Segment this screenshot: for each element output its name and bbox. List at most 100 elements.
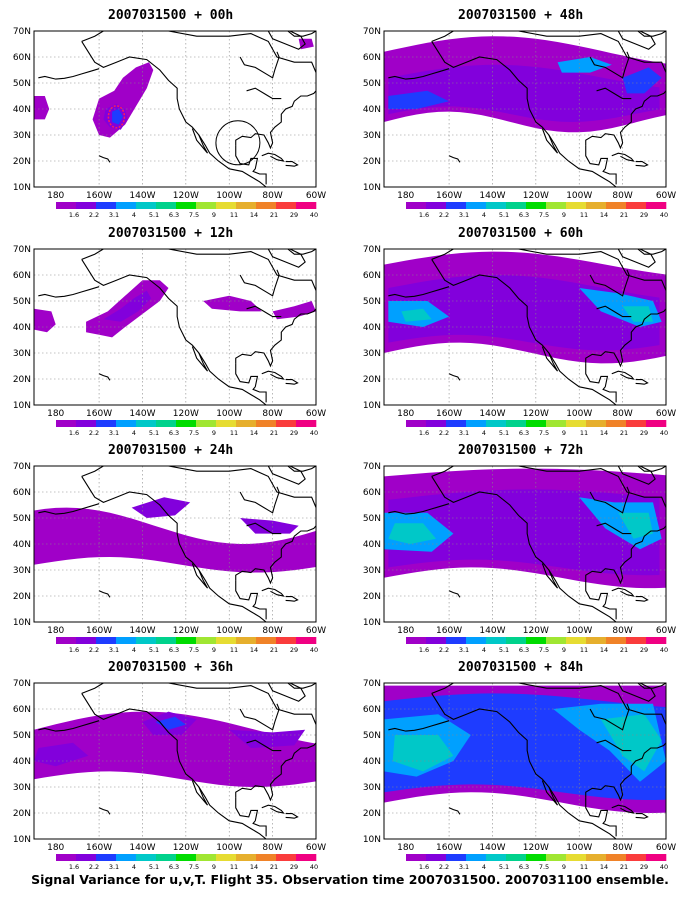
variance-contour <box>600 714 662 772</box>
lon-label: 120W <box>523 191 549 201</box>
lon-label: 140W <box>129 409 155 419</box>
coastline <box>635 160 649 167</box>
variance-contour <box>392 735 454 772</box>
colorbar-swatch <box>406 854 427 861</box>
colorbar-label: 3.1 <box>459 211 469 219</box>
colorbar-label: 21 <box>270 646 278 654</box>
observation-marker <box>107 105 126 129</box>
coastline <box>635 595 649 602</box>
coastline <box>617 466 656 485</box>
colorbar-swatch <box>116 854 137 861</box>
coastline <box>448 155 461 163</box>
colorbar-label: 3.1 <box>109 429 119 437</box>
lon-label: 140W <box>479 626 505 636</box>
lat-label: 40N <box>363 323 381 333</box>
lat-label: 50N <box>363 514 381 524</box>
lon-label: 160W <box>436 191 462 201</box>
lon-label: 140W <box>479 843 505 853</box>
colorbar-swatch <box>406 420 427 427</box>
colorbar-label: 14 <box>250 863 258 871</box>
colorbar-swatch <box>116 420 137 427</box>
map-p84: 70N 60N 50N 40N 30N 20N 10N 180 160W 140W 120W 100W… <box>363 679 676 871</box>
colorbar-label: 1.6 <box>419 211 429 219</box>
colorbar-swatch <box>626 202 647 209</box>
colorbar-swatch <box>446 420 467 427</box>
coastline <box>98 155 111 163</box>
colorbar-label: 29 <box>640 863 648 871</box>
colorbar-label: 1.6 <box>419 429 429 437</box>
coastline <box>637 466 666 472</box>
variance-contour <box>131 497 191 518</box>
colorbar-swatch <box>546 854 567 861</box>
colorbar-label: 5.1 <box>499 646 509 654</box>
coastline <box>635 378 649 385</box>
colorbar-swatch <box>526 202 547 209</box>
lat-label: 30N <box>13 349 31 359</box>
colorbar-label: 21 <box>270 863 278 871</box>
lat-label: 60N <box>363 271 381 281</box>
lat-label: 10N <box>363 618 381 628</box>
colorbar-swatch <box>196 637 217 644</box>
lon-label: 120W <box>173 191 199 201</box>
lat-label: 30N <box>363 783 381 793</box>
lon-label: 80W <box>262 843 282 853</box>
colorbar-swatch <box>606 637 627 644</box>
colorbar-swatch <box>96 202 117 209</box>
colorbar-swatch <box>76 854 97 861</box>
coastline <box>637 683 666 689</box>
colorbar-swatch <box>646 637 667 644</box>
coastline <box>235 90 316 150</box>
coastline <box>98 373 111 381</box>
coastline <box>617 683 656 702</box>
coastline <box>246 87 282 100</box>
coastline <box>81 259 267 405</box>
lon-label: 80W <box>262 626 282 636</box>
colorbar-swatch <box>526 854 547 861</box>
contour-circle <box>215 120 261 166</box>
colorbar-label: 1.6 <box>69 429 79 437</box>
map-p12: 70N 60N 50N 40N 30N 20N 10N 180 160W 140W 120W 100W… <box>13 245 326 437</box>
colorbar-swatch <box>56 854 77 861</box>
colorbar-swatch <box>216 420 237 427</box>
colorbar-label: 29 <box>640 429 648 437</box>
lat-label: 10N <box>13 401 31 411</box>
colorbar-label: 6.3 <box>169 211 179 219</box>
colorbar-swatch <box>276 202 297 209</box>
colorbar-label: 21 <box>620 211 628 219</box>
colorbar-label: 4 <box>132 211 136 219</box>
lat-label: 70N <box>363 27 381 37</box>
colorbar-label: 2.2 <box>89 646 99 654</box>
coastline <box>261 152 285 162</box>
coastline <box>431 476 617 622</box>
colorbar-label: 1.6 <box>419 646 429 654</box>
colorbar-label: 29 <box>290 429 298 437</box>
coastline <box>448 373 461 381</box>
lon-label: 180 <box>397 409 414 419</box>
panel-title: 2007031500 + 24h <box>108 443 234 458</box>
lon-label: 100W <box>566 409 592 419</box>
lon-label: 100W <box>216 409 242 419</box>
colorbar-label: 21 <box>620 863 628 871</box>
colorbar-label: 14 <box>600 211 608 219</box>
colorbar-swatch <box>526 420 547 427</box>
coastline <box>611 804 635 814</box>
colorbar-swatch <box>446 637 467 644</box>
coastline <box>589 269 630 297</box>
lat-label: 50N <box>13 731 31 741</box>
variance-contour <box>388 64 660 122</box>
colorbar-swatch <box>256 854 277 861</box>
lon-label: 140W <box>129 626 155 636</box>
coastline <box>388 286 450 298</box>
lat-label: 30N <box>13 783 31 793</box>
coastline <box>585 580 617 620</box>
colorbar-swatch <box>546 637 567 644</box>
colorbar-label: 7.5 <box>189 211 199 219</box>
lat-label: 20N <box>13 375 31 385</box>
colorbar-label: 14 <box>250 211 258 219</box>
variance-contour <box>34 507 316 573</box>
lon-label: 120W <box>523 843 549 853</box>
lon-label: 120W <box>523 409 549 419</box>
colorbar-label: 5.1 <box>499 211 509 219</box>
colorbar-label: 4 <box>482 211 486 219</box>
panel-title: 2007031500 + 12h <box>108 226 234 241</box>
